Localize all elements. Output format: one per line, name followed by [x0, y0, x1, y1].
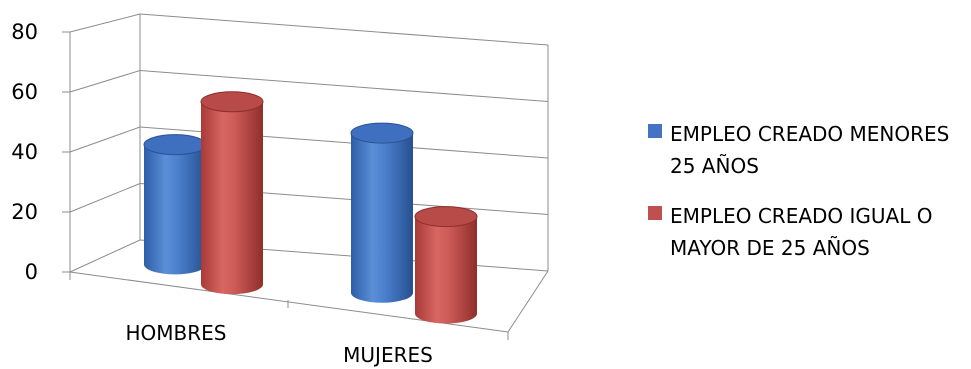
- legend: EMPLEO CREADO MENORES 25 AÑOS EMPLEO CRE…: [648, 118, 968, 282]
- y-tick-label-2: 40: [11, 140, 38, 164]
- bar-mujeres-series-1: [350, 122, 414, 303]
- plot-area: [143, 91, 478, 324]
- y-tick-label-3: 60: [11, 80, 38, 104]
- legend-label-series-2: EMPLEO CREADO IGUAL O MAYOR DE 25 AÑOS: [670, 204, 933, 260]
- gridline-back-4: [139, 13, 549, 46]
- x-tick-label-mujeres: MUJERES: [343, 343, 433, 367]
- gridline-left-3: [69, 70, 141, 93]
- bar-top: [350, 122, 414, 144]
- legend-item-series-2: EMPLEO CREADO IGUAL O MAYOR DE 25 AÑOS: [648, 200, 968, 264]
- floor-right-edge: [507, 270, 549, 333]
- bar-top: [143, 134, 207, 156]
- gridline-left-4: [69, 13, 141, 33]
- y-tick-label-0: 0: [25, 260, 38, 284]
- y-axis: 0 20 40 60 80: [11, 20, 70, 284]
- bar-mujeres-series-2: [414, 206, 478, 324]
- bar-top: [414, 206, 478, 228]
- y-tick-label-1: 20: [11, 200, 38, 224]
- legend-swatch-series-2: [648, 206, 662, 220]
- legend-label-series-1: EMPLEO CREADO MENORES 25 AÑOS: [670, 122, 950, 178]
- gridline-left-1: [69, 183, 141, 213]
- bar-hombres-series-2: [200, 91, 264, 295]
- gridline-left-0: [69, 239, 141, 273]
- y-tick-label-4: 80: [11, 20, 38, 44]
- legend-swatch-series-1: [648, 124, 662, 138]
- bar-hombres-series-1: [143, 134, 207, 275]
- bar-top: [200, 91, 264, 113]
- gridline-back-3: [139, 70, 549, 102]
- gridline-left-2: [69, 126, 141, 153]
- legend-item-series-1: EMPLEO CREADO MENORES 25 AÑOS: [648, 118, 968, 182]
- x-axis: HOMBRES MUJERES: [126, 321, 433, 367]
- x-tick-label-hombres: HOMBRES: [126, 321, 227, 345]
